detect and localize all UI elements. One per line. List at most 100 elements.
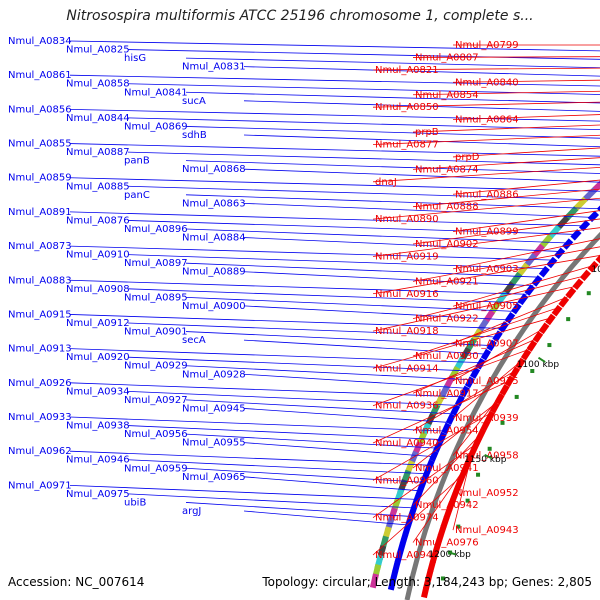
- reverse-gene-mark: [429, 551, 439, 563]
- leader-line-right: [372, 474, 464, 556]
- green-marker: [440, 576, 445, 581]
- gene-label-right: Nmul_A0916: [375, 289, 439, 300]
- reverse-gene-mark: [545, 313, 556, 326]
- leader-line-right: [452, 264, 595, 307]
- leader-line-left: [243, 271, 534, 287]
- leader-line-right: [372, 197, 600, 220]
- forward-gene-mark: [492, 330, 503, 343]
- leader-line-left: [69, 177, 600, 192]
- gene-label-left: Nmul_A0959: [124, 463, 188, 474]
- green-marker: [476, 472, 481, 477]
- gene-label-right: Nmul_A0877: [375, 140, 439, 151]
- leader-line-right: [452, 238, 600, 270]
- leader-line-right: [452, 390, 505, 456]
- gene-label-right: Nmul_A0922: [415, 314, 479, 325]
- gene-label-right: prpB: [415, 127, 439, 138]
- gene-label-right: Nmul_A0974: [375, 513, 439, 524]
- reverse-gene-mark: [494, 392, 505, 405]
- leader-line-right: [452, 296, 569, 344]
- leader-line-right: [452, 359, 524, 419]
- gene-label-left: Nmul_A0883: [8, 275, 72, 286]
- feature-block: [531, 243, 545, 259]
- green-marker: [586, 291, 591, 296]
- reverse-gene-mark: [489, 401, 500, 414]
- gene-label-left: Nmul_A0933: [8, 412, 72, 423]
- gene-label-left: Nmul_A0910: [66, 250, 130, 261]
- gene-label-left: Nmul_A0913: [8, 344, 72, 355]
- forward-gene-mark: [414, 487, 424, 499]
- leader-line-left: [69, 40, 600, 52]
- gene-label-right: Nmul_A0976: [415, 538, 479, 549]
- forward-gene-mark: [480, 348, 492, 361]
- reverse-gene-mark: [435, 534, 444, 546]
- green-marker: [547, 343, 552, 348]
- kbp-label: 1050 kbp: [591, 265, 600, 275]
- gene-label-right: Nmul_A0907: [455, 339, 519, 350]
- leader-line-right: [412, 275, 586, 320]
- reverse-gene-mark: [509, 366, 521, 379]
- reverse-gene-mark: [565, 287, 577, 299]
- forward-gene-mark: [405, 514, 415, 527]
- leader-line-left: [127, 356, 477, 372]
- forward-gene-mark: [546, 256, 558, 269]
- leader-line-left: [185, 126, 600, 139]
- gene-label-right: Nmul_A0917: [415, 388, 479, 399]
- reverse-gene-mark: [520, 348, 532, 361]
- gene-label-left: Nmul_A0934: [66, 386, 130, 397]
- leader-line-right: [412, 464, 468, 543]
- gene-label-left: Nmul_A0971: [8, 480, 72, 491]
- leader-line-right: [372, 166, 600, 183]
- leader-line-left: [185, 365, 472, 381]
- gene-label-left: panC: [124, 190, 150, 201]
- gene-label-left: secA: [182, 335, 206, 346]
- leader-line-left: [185, 331, 492, 346]
- leader-line-left: [243, 100, 600, 112]
- leader-line-left: [69, 245, 554, 261]
- leader-line-left: [243, 168, 600, 183]
- gene-label-right: Nmul_A0899: [455, 227, 519, 238]
- reverse-gene-mark: [485, 410, 496, 423]
- gene-label-left: Nmul_A0869: [124, 121, 188, 132]
- leader-line-left: [185, 502, 412, 517]
- leader-line-left: [243, 476, 421, 492]
- leader-line-right: [372, 285, 577, 332]
- leader-line-left: [185, 399, 454, 415]
- green-marker: [500, 420, 505, 425]
- leader-line-left: [185, 467, 424, 483]
- gene-label-right: prpD: [455, 152, 480, 163]
- gene-label-left: Nmul_A0859: [8, 173, 72, 184]
- gene-label-left: Nmul_A0928: [182, 369, 246, 380]
- forward-gene-mark: [469, 367, 481, 379]
- gene-label-right: Nmul_A0944: [375, 550, 439, 561]
- gene-label-left: Nmul_A0926: [8, 378, 72, 389]
- leader-line-left: [243, 339, 487, 355]
- forward-gene-mark: [399, 533, 409, 545]
- gene-label-left: Nmul_A0889: [182, 267, 246, 278]
- feature-block: [547, 224, 562, 240]
- gene-label-left: Nmul_A0897: [124, 258, 188, 269]
- kbp-label: 1200 kbp: [428, 550, 471, 560]
- green-marker: [566, 317, 571, 322]
- gene-label-right: Nmul_A0850: [375, 102, 439, 113]
- backbone-arc: [404, 232, 600, 600]
- gene-label-left: Nmul_A0825: [66, 45, 130, 56]
- forward-gene-mark: [429, 450, 439, 462]
- forward-gene-mark: [433, 440, 443, 453]
- leader-line-right: [452, 179, 600, 195]
- gene-label-right: Nmul_A0918: [375, 326, 439, 337]
- leader-line-right: [372, 134, 600, 145]
- leader-line-right: [372, 101, 600, 108]
- reverse-gene-mark: [453, 481, 463, 493]
- leader-line-left: [127, 390, 458, 406]
- gene-label-left: Nmul_A0946: [66, 455, 130, 466]
- gene-label-right: Nmul_A0807: [415, 52, 479, 63]
- gene-label-right: Nmul_A0919: [375, 251, 439, 262]
- kbp-label: 1150 kbp: [464, 455, 507, 465]
- forward-gene-mark: [517, 293, 529, 306]
- green-marker: [514, 394, 519, 399]
- gene-label-right: Nmul_A0890: [375, 214, 439, 225]
- gene-label-right: Nmul_A0942: [415, 500, 479, 511]
- green-marker: [530, 368, 535, 373]
- gene-label-left: panB: [124, 156, 150, 167]
- reverse-gene-mark: [427, 560, 436, 572]
